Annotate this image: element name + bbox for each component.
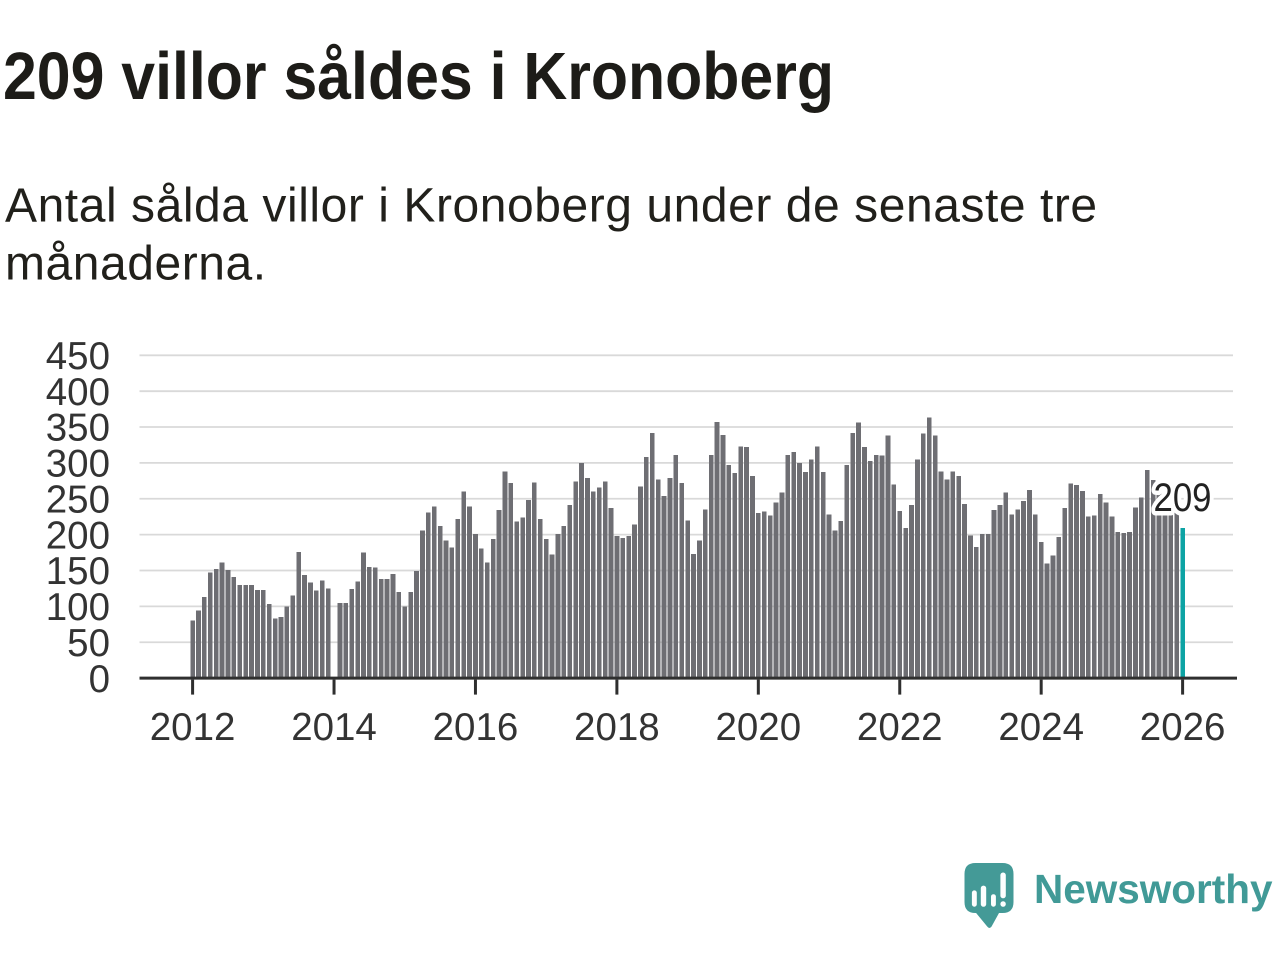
svg-text:2012: 2012 [150,706,236,749]
svg-text:300: 300 [46,443,110,486]
svg-text:Newsworthy: Newsworthy [1034,866,1273,912]
svg-text:200: 200 [46,514,110,557]
svg-text:2014: 2014 [291,706,377,749]
svg-text:2026: 2026 [1140,706,1226,749]
svg-text:100: 100 [46,586,110,629]
svg-text:150: 150 [46,550,110,593]
svg-text:2022: 2022 [857,706,943,749]
svg-text:400: 400 [46,371,110,414]
svg-text:2016: 2016 [433,706,519,749]
svg-text:350: 350 [46,407,110,450]
svg-text:2024: 2024 [998,706,1084,749]
svg-text:2020: 2020 [715,706,801,749]
svg-text:450: 450 [46,335,110,378]
svg-text:50: 50 [67,622,110,665]
svg-text:månaderna.: månaderna. [5,237,267,290]
svg-text:209: 209 [1154,476,1212,520]
svg-text:209 villor såldes i Kronoberg: 209 villor såldes i Kronoberg [3,39,834,114]
svg-text:Antal sålda villor i Kronoberg: Antal sålda villor i Kronoberg under de … [5,180,1098,233]
svg-text:250: 250 [46,478,110,521]
svg-text:2018: 2018 [574,706,660,749]
svg-text:0: 0 [89,658,110,701]
